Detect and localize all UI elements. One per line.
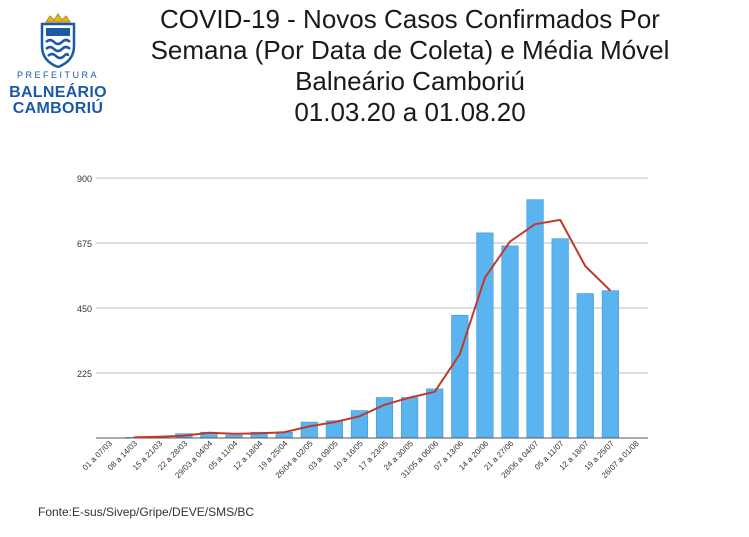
bar <box>601 290 619 439</box>
city-coat-of-arms-icon <box>40 13 76 68</box>
logo: PREFEITURA BALNEÁRIO CAMBORIÚ <box>8 12 108 117</box>
chart-title-line3: Balneário Camboriú <box>295 66 525 96</box>
y-tick-label: 450 <box>77 304 92 314</box>
chart-title-line1: COVID-19 - Novos Casos Confirmados Por <box>160 4 660 34</box>
y-tick-label: 225 <box>77 369 92 379</box>
bar <box>426 388 444 439</box>
chart-title-line2: Semana (Por Data de Coleta) e Média Móve… <box>150 35 670 65</box>
chart-title: COVID-19 - Novos Casos Confirmados Por S… <box>110 4 710 128</box>
bar <box>526 199 544 439</box>
moving-average-line <box>133 218 612 439</box>
bar <box>401 397 419 439</box>
logo-prefeitura-text: PREFEITURA <box>16 70 99 80</box>
chart-title-line4: 01.03.20 a 01.08.20 <box>294 97 526 127</box>
bar <box>476 232 494 439</box>
y-tick-label: 900 <box>77 174 92 184</box>
bar <box>551 238 569 439</box>
logo-city-name-line1: BALNEÁRIO <box>9 84 107 101</box>
source-note: Fonte:E-sus/Sivep/Gripe/DEVE/SMS/BC <box>38 505 255 519</box>
y-tick-label: 675 <box>77 239 92 249</box>
bar <box>576 293 594 439</box>
logo-city-name-line2: CAMBORIÚ <box>12 100 104 117</box>
bar <box>501 245 519 439</box>
